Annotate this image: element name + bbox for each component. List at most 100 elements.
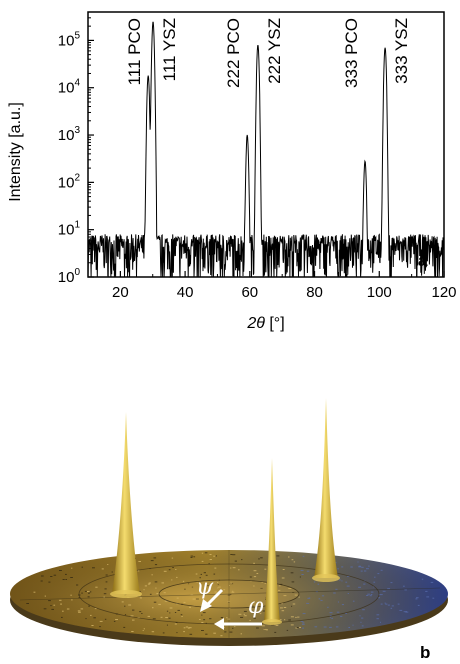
disc-noise [260,609,263,611]
disc-noise [313,581,316,583]
disc-noise [43,608,47,610]
disc-noise [181,616,183,617]
disc-noise [174,612,177,613]
disc-noise [390,607,393,609]
disc-noise [329,615,332,616]
disc-noise [295,616,297,618]
x-tick-label: 40 [177,284,194,301]
disc-noise [209,554,212,555]
disc-noise [53,604,56,606]
disc-noise [299,576,301,578]
disc-noise [321,595,325,597]
disc-noise [298,596,300,598]
disc-noise [190,555,194,557]
disc-noise [302,555,305,557]
disc-noise [65,579,67,580]
disc-noise [190,594,194,596]
disc-noise [107,564,109,565]
disc-noise [151,574,153,576]
angle-arrows: ψ φ [196,575,264,630]
disc-noise [329,626,332,628]
disc-noise [132,609,135,611]
disc-noise [425,590,428,592]
disc-noise [231,591,235,593]
disc-noise [215,555,217,557]
psi-arrow-head [200,599,212,612]
disc-noise [189,633,193,635]
disc-noise [168,569,171,571]
disc-noise [105,581,108,583]
disc-noise [341,580,343,582]
disc-noise [213,573,216,575]
disc-noise [253,585,255,587]
disc-noise [275,624,279,626]
disc-noise [99,626,101,628]
phi-arrow-head [214,618,224,630]
pole-peak-right [314,398,338,578]
disc-noise [385,603,388,605]
disc-noise [175,569,177,570]
disc-noise [280,607,283,609]
disc-noise [283,595,287,597]
disc-noise [368,565,370,567]
disc-noise [367,593,370,595]
disc-noise [249,609,251,610]
disc-noise [50,605,52,607]
disc-noise [362,609,365,611]
disc-noise [163,592,166,594]
disc-noise [260,587,263,589]
disc-noise [217,587,219,589]
disc-noise [111,571,113,573]
disc-noise [152,607,154,609]
disc-noise [276,555,280,557]
disc-noise [380,603,383,605]
disc-noise [380,621,381,623]
disc-noise [264,583,266,584]
disc-noise [205,574,208,576]
disc-noise [196,598,199,600]
disc-noise [333,592,336,594]
y-tick-label: 104 [58,78,81,97]
xrd-chart: 20 40 60 80 100 120 100 101 102 103 104 105 111 PC… [7,11,457,332]
disc-noise [189,606,191,608]
disc-noise [184,588,186,590]
disc-noise [241,559,243,561]
disc-noise [260,557,263,559]
peak-label: 111 YSZ [160,18,179,81]
disc-noise [123,626,126,628]
disc-noise [60,603,62,605]
disc-noise [361,617,364,619]
disc-noise [199,577,201,579]
disc-noise [397,603,400,605]
disc-noise [182,580,185,582]
disc-noise [88,591,92,593]
disc-noise [227,601,231,603]
disc-noise [230,582,232,584]
disc-noise [364,570,367,572]
disc-noise [183,601,186,603]
disc-noise [213,555,215,557]
disc-noise [93,617,96,619]
disc-noise [213,632,216,634]
disc-noise [350,566,353,568]
disc-noise [337,568,339,570]
disc-noise [227,594,231,596]
disc-noise [253,570,257,572]
disc-noise [335,626,339,628]
disc-noise [360,570,363,572]
disc-noise [378,594,381,596]
disc-noise [71,599,73,601]
disc-noise [264,568,267,570]
disc-noise [139,590,141,592]
disc-noise [376,614,380,616]
disc-noise [99,620,103,622]
disc-noise [228,601,230,603]
disc-noise [169,607,173,609]
disc-noise [284,619,286,621]
disc-noise [62,579,65,580]
disc-noise [234,626,236,627]
disc-noise [232,554,236,556]
disc-noise [301,574,304,575]
disc-noise [220,635,223,637]
